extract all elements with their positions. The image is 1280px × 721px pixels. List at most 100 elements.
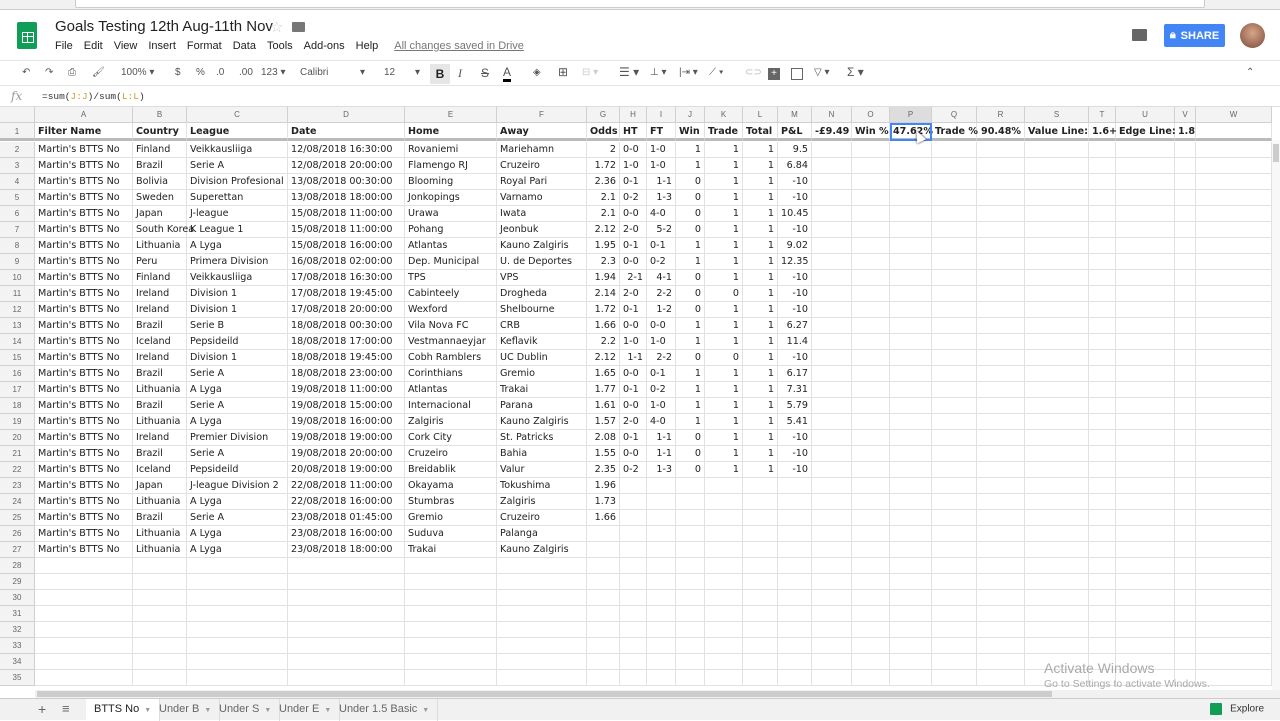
table-cell[interactable]: 1 bbox=[705, 158, 743, 174]
table-cell[interactable]: Division Profesional bbox=[187, 174, 288, 190]
empty-cell[interactable] bbox=[1025, 478, 1089, 494]
empty-cell[interactable] bbox=[35, 638, 133, 654]
table-cell[interactable]: J-league bbox=[187, 206, 288, 222]
table-cell[interactable]: Martin's BTTS No bbox=[35, 302, 133, 318]
table-cell[interactable]: 0 bbox=[676, 446, 705, 462]
empty-cell[interactable] bbox=[932, 334, 977, 350]
empty-cell[interactable] bbox=[743, 574, 778, 590]
empty-cell[interactable] bbox=[977, 622, 1025, 638]
table-cell[interactable]: Royal Pari bbox=[497, 174, 587, 190]
empty-cell[interactable] bbox=[620, 478, 647, 494]
table-cell[interactable]: 1-3 bbox=[647, 190, 676, 206]
empty-cell[interactable] bbox=[1175, 430, 1196, 446]
empty-cell[interactable] bbox=[620, 654, 647, 670]
empty-cell[interactable] bbox=[497, 670, 587, 686]
table-cell[interactable]: 1 bbox=[705, 270, 743, 286]
table-cell[interactable]: UC Dublin bbox=[497, 350, 587, 366]
table-cell[interactable]: 2.1 bbox=[587, 190, 620, 206]
table-cell[interactable]: Serie A bbox=[187, 446, 288, 462]
table-cell[interactable]: 19/08/2018 16:00:00 bbox=[288, 414, 405, 430]
row-header[interactable]: 14 bbox=[0, 334, 35, 350]
empty-cell[interactable] bbox=[932, 590, 977, 606]
empty-cell[interactable] bbox=[977, 286, 1025, 302]
table-cell[interactable]: 4-0 bbox=[647, 206, 676, 222]
table-cell[interactable]: 2.35 bbox=[587, 462, 620, 478]
empty-cell[interactable] bbox=[1175, 494, 1196, 510]
table-cell[interactable]: 2.08 bbox=[587, 430, 620, 446]
table-cell[interactable]: Cruzeiro bbox=[497, 510, 587, 526]
table-cell[interactable]: -10 bbox=[778, 350, 812, 366]
browser-address-bar[interactable] bbox=[0, 0, 1280, 10]
empty-cell[interactable] bbox=[743, 606, 778, 622]
table-cell[interactable]: Corinthians bbox=[405, 366, 497, 382]
empty-cell[interactable] bbox=[1116, 158, 1175, 174]
empty-cell[interactable] bbox=[1175, 174, 1196, 190]
empty-cell[interactable] bbox=[676, 574, 705, 590]
column-header-J[interactable]: J bbox=[676, 107, 705, 123]
empty-cell[interactable] bbox=[1196, 414, 1272, 430]
empty-cell[interactable] bbox=[932, 286, 977, 302]
empty-cell[interactable] bbox=[852, 622, 890, 638]
table-cell[interactable]: Brazil bbox=[133, 510, 187, 526]
table-cell[interactable]: Lithuania bbox=[133, 494, 187, 510]
column-header-N[interactable]: N bbox=[812, 107, 852, 123]
empty-cell[interactable] bbox=[812, 654, 852, 670]
empty-cell[interactable] bbox=[1025, 222, 1089, 238]
table-cell[interactable]: 1 bbox=[705, 398, 743, 414]
table-cell[interactable]: 2-2 bbox=[647, 350, 676, 366]
empty-cell[interactable] bbox=[977, 254, 1025, 270]
table-cell[interactable]: 1.94 bbox=[587, 270, 620, 286]
table-cell[interactable]: 1.57 bbox=[587, 414, 620, 430]
empty-cell[interactable] bbox=[620, 542, 647, 558]
empty-cell[interactable] bbox=[890, 174, 932, 190]
empty-cell[interactable] bbox=[647, 526, 676, 542]
row-header[interactable]: 27 bbox=[0, 542, 35, 558]
table-cell[interactable]: -10 bbox=[778, 222, 812, 238]
table-cell[interactable]: Martin's BTTS No bbox=[35, 382, 133, 398]
empty-cell[interactable] bbox=[743, 526, 778, 542]
empty-cell[interactable] bbox=[977, 478, 1025, 494]
column-header-C[interactable]: C bbox=[187, 107, 288, 123]
empty-cell[interactable] bbox=[620, 606, 647, 622]
table-cell[interactable]: Martin's BTTS No bbox=[35, 526, 133, 542]
borders-icon[interactable]: ⊞ bbox=[558, 65, 569, 79]
table-cell[interactable]: 18/08/2018 00:30:00 bbox=[288, 318, 405, 334]
column-header-D[interactable]: D bbox=[288, 107, 405, 123]
empty-cell[interactable] bbox=[1025, 398, 1089, 414]
table-cell[interactable]: 5.41 bbox=[778, 414, 812, 430]
empty-cell[interactable] bbox=[1025, 510, 1089, 526]
decrease-decimals-button[interactable]: .0 bbox=[216, 67, 225, 78]
empty-cell[interactable] bbox=[890, 558, 932, 574]
table-cell[interactable]: 1.72 bbox=[587, 158, 620, 174]
empty-cell[interactable] bbox=[890, 142, 932, 158]
table-cell[interactable]: 0-1 bbox=[620, 382, 647, 398]
all-sheets-button[interactable]: ≡ bbox=[62, 701, 70, 716]
table-cell[interactable]: 2.12 bbox=[587, 222, 620, 238]
empty-cell[interactable] bbox=[743, 542, 778, 558]
empty-cell[interactable] bbox=[977, 574, 1025, 590]
table-cell[interactable]: 22/08/2018 11:00:00 bbox=[288, 478, 405, 494]
table-cell[interactable]: 1 bbox=[743, 462, 778, 478]
undo-icon[interactable]: ↶ bbox=[22, 67, 31, 78]
empty-cell[interactable] bbox=[890, 318, 932, 334]
empty-cell[interactable] bbox=[812, 494, 852, 510]
table-cell[interactable]: Martin's BTTS No bbox=[35, 430, 133, 446]
empty-cell[interactable] bbox=[647, 558, 676, 574]
empty-cell[interactable] bbox=[1196, 222, 1272, 238]
empty-cell[interactable] bbox=[812, 462, 852, 478]
header-cell-S[interactable]: Value Line: bbox=[1025, 123, 1089, 141]
empty-cell[interactable] bbox=[890, 222, 932, 238]
empty-cell[interactable] bbox=[743, 654, 778, 670]
empty-cell[interactable] bbox=[812, 190, 852, 206]
empty-cell[interactable] bbox=[1175, 222, 1196, 238]
column-header-G[interactable]: G bbox=[587, 107, 620, 123]
empty-cell[interactable] bbox=[1175, 334, 1196, 350]
empty-cell[interactable] bbox=[1089, 398, 1116, 414]
empty-cell[interactable] bbox=[676, 622, 705, 638]
table-cell[interactable]: 2.1 bbox=[587, 206, 620, 222]
empty-cell[interactable] bbox=[647, 622, 676, 638]
column-header-A[interactable]: A bbox=[35, 107, 133, 123]
empty-cell[interactable] bbox=[133, 558, 187, 574]
table-cell[interactable]: 1 bbox=[676, 334, 705, 350]
empty-cell[interactable] bbox=[852, 190, 890, 206]
